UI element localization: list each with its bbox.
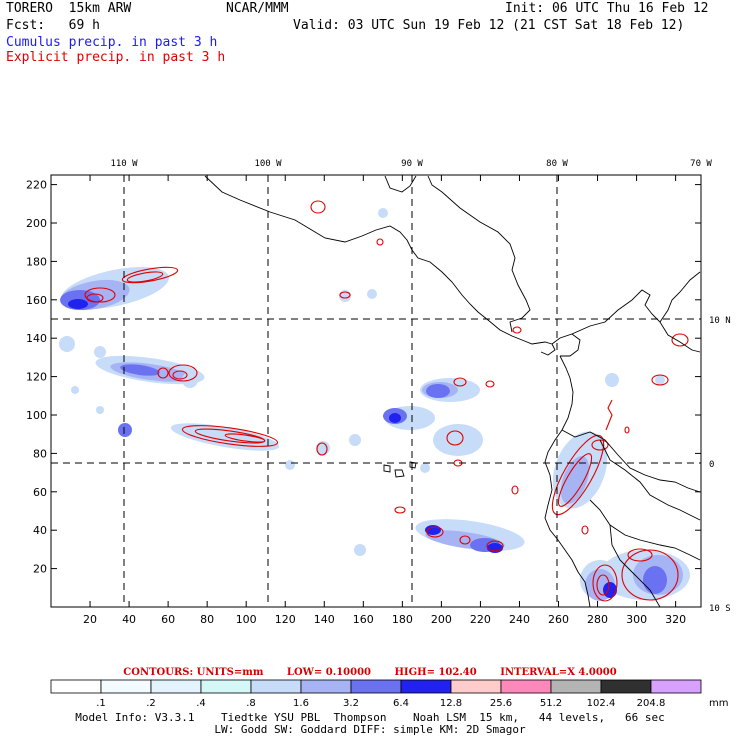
y-tick-label: 200 bbox=[26, 217, 47, 230]
x-tick-label: 80 bbox=[200, 613, 214, 626]
colorbar-swatch bbox=[100, 679, 152, 694]
y-tick-label: 160 bbox=[26, 294, 47, 307]
x-tick-label: 140 bbox=[314, 613, 335, 626]
y-tick-label: 80 bbox=[33, 447, 47, 460]
valid-time: Valid: 03 UTC Sun 19 Feb 12 (21 CST Sat … bbox=[293, 18, 685, 33]
colorbar-label: .2 bbox=[146, 698, 156, 709]
colorbar-swatch bbox=[500, 679, 552, 694]
x-tick-label: 220 bbox=[470, 613, 491, 626]
contour-high: HIGH= 102.40 bbox=[394, 667, 477, 678]
map-frame bbox=[50, 174, 702, 608]
cumulus-precip-layer bbox=[59, 208, 690, 601]
y-tick-label: 40 bbox=[33, 524, 47, 537]
colorbar-swatch bbox=[50, 679, 102, 694]
colorbar-label: 204.8 bbox=[637, 698, 666, 709]
forecast-hour: Fcst: 69 h bbox=[6, 18, 100, 33]
model-title: TORERO 15km ARW bbox=[6, 1, 132, 16]
colorbar-label: 102.4 bbox=[587, 698, 616, 709]
colorbar-unit: mm bbox=[709, 698, 728, 709]
colorbar-swatch bbox=[550, 679, 602, 694]
cumulus-legend-label: Cumulus precip. in past 3 h bbox=[6, 35, 218, 50]
colorbar-label: .4 bbox=[196, 698, 206, 709]
explicit-legend-label: Explicit precip. in past 3 h bbox=[6, 50, 226, 65]
latitude-label: 0 bbox=[709, 460, 714, 470]
latitude-label: 10 S bbox=[709, 604, 731, 614]
colorbar-swatch bbox=[450, 679, 502, 694]
x-tick-label: 180 bbox=[392, 613, 413, 626]
organization-label: NCAR/MMM bbox=[226, 1, 289, 16]
model-info-line1: Model Info: V3.3.1 Tiedtke YSU PBL Thomp… bbox=[75, 711, 665, 724]
graticule bbox=[51, 175, 701, 607]
x-tick-label: 260 bbox=[548, 613, 569, 626]
x-tick-label: 100 bbox=[236, 613, 257, 626]
x-tick-label: 40 bbox=[122, 613, 136, 626]
colorbar-swatch bbox=[250, 679, 302, 694]
x-tick-label: 320 bbox=[665, 613, 686, 626]
x-tick-label: 20 bbox=[83, 613, 97, 626]
x-tick-label: 60 bbox=[161, 613, 175, 626]
colorbar-label: .1 bbox=[96, 698, 106, 709]
colorbar-swatch bbox=[400, 679, 452, 694]
explicit-precip-contours bbox=[84, 200, 689, 602]
y-tick-label: 140 bbox=[26, 332, 47, 345]
model-info-line2: LW: Godd SW: Goddard DIFF: simple KM: 2D… bbox=[214, 723, 526, 736]
y-tick-label: 120 bbox=[26, 371, 47, 384]
contour-interval: INTERVAL=X 4.0000 bbox=[500, 667, 617, 678]
longitude-label: 100 W bbox=[254, 159, 282, 169]
colorbar-swatch bbox=[650, 679, 702, 694]
contour-info: CONTOURS: UNITS=mm LOW= 0.10000 HIGH= 10… bbox=[0, 667, 740, 678]
colorbar-label: 6.4 bbox=[393, 698, 409, 709]
colorbar-label: 12.8 bbox=[440, 698, 462, 709]
longitude-label: 110 W bbox=[110, 159, 138, 169]
x-tick-label: 120 bbox=[275, 613, 296, 626]
x-tick-label: 160 bbox=[353, 613, 374, 626]
colorbar-label: 25.6 bbox=[490, 698, 512, 709]
contour-low: LOW= 0.10000 bbox=[286, 667, 371, 678]
x-tick-label: 280 bbox=[587, 613, 608, 626]
y-tick-label: 180 bbox=[26, 255, 47, 268]
x-tick-label: 300 bbox=[626, 613, 647, 626]
x-tick-label: 240 bbox=[509, 613, 530, 626]
longitude-label: 80 W bbox=[546, 159, 568, 169]
colorbar-label: 1.6 bbox=[293, 698, 309, 709]
contour-units: CONTOURS: UNITS=mm bbox=[123, 667, 264, 678]
longitude-label: 90 W bbox=[401, 159, 423, 169]
init-time: Init: 06 UTC Thu 16 Feb 12 bbox=[505, 1, 709, 16]
axis-layer: 220 200 180 160 140 120 100 80 60 40 20 20 40 60 80 100… bbox=[26, 159, 731, 626]
colorbar-label: .8 bbox=[246, 698, 256, 709]
colorbar-swatch bbox=[600, 679, 652, 694]
latitude-label: 10 N bbox=[709, 316, 731, 326]
longitude-label: 70 W bbox=[690, 159, 712, 169]
colorbar-swatch bbox=[200, 679, 252, 694]
colorbar-swatch bbox=[350, 679, 402, 694]
y-tick-label: 20 bbox=[33, 563, 47, 576]
x-tick-label: 200 bbox=[431, 613, 452, 626]
colorbar-swatch bbox=[150, 679, 202, 694]
y-tick-label: 220 bbox=[26, 179, 47, 192]
colorbar-swatch bbox=[300, 679, 352, 694]
colorbar-label: 3.2 bbox=[343, 698, 359, 709]
y-tick-label: 100 bbox=[26, 409, 47, 422]
y-tick-label: 60 bbox=[33, 486, 47, 499]
colorbar: .1 .2 .4 .8 1.6 3.2 6.4 12.8 25.6 51.2 102.4 204.8 m… bbox=[50, 679, 728, 709]
colorbar-label: 51.2 bbox=[540, 698, 562, 709]
coastlines bbox=[204, 175, 701, 608]
